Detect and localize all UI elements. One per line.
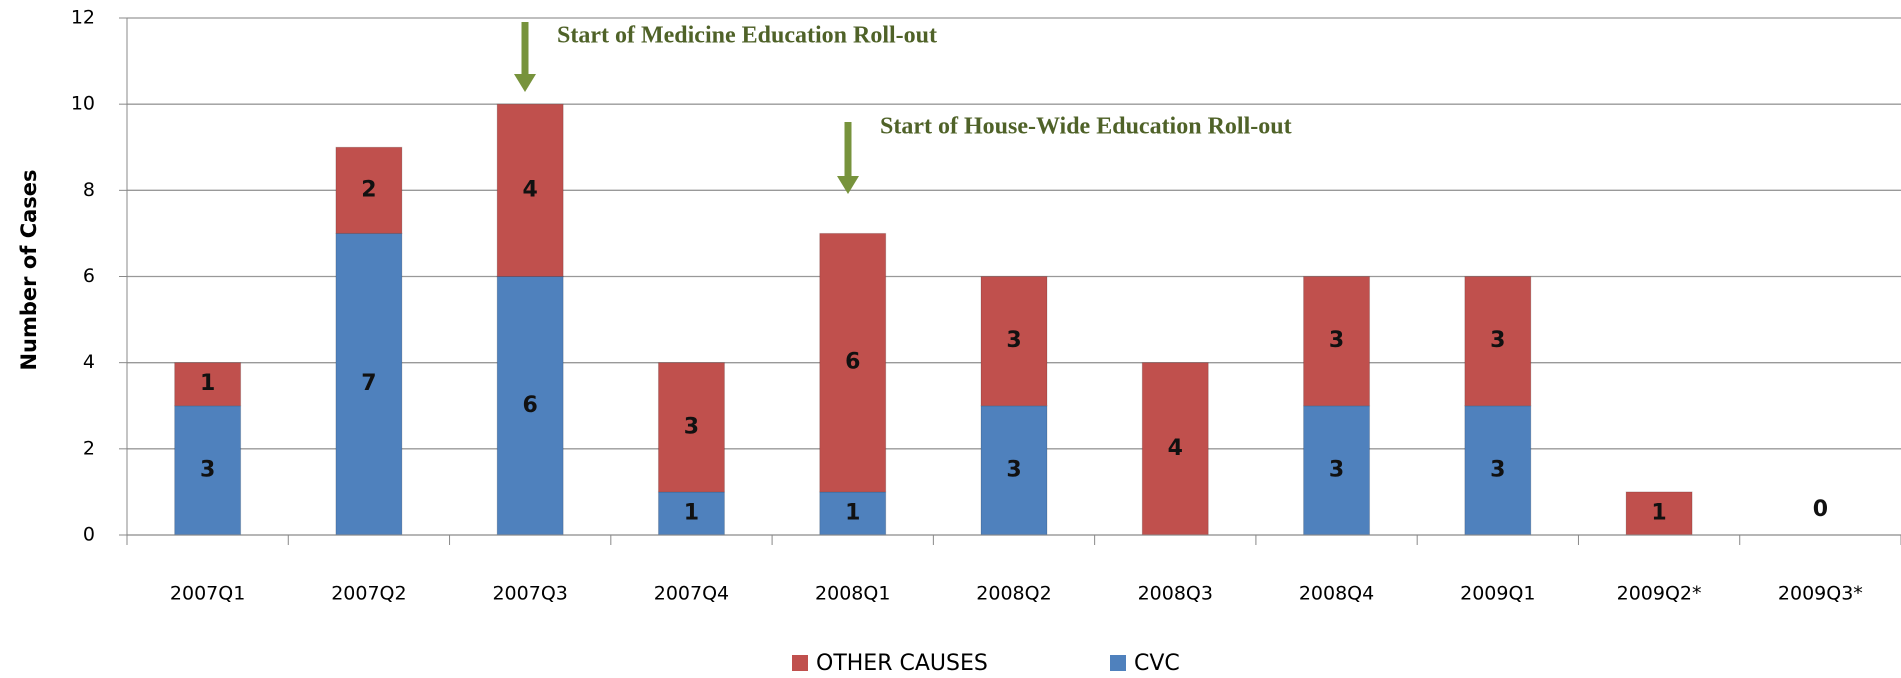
bar-segment (174, 362, 242, 407)
data-label: 1 (1651, 500, 1666, 525)
data-label: 4 (1168, 436, 1183, 461)
x-tick-label: 2008Q2 (976, 583, 1051, 605)
bar-segment (657, 362, 725, 493)
x-tick-label: 2009Q2* (1617, 583, 1702, 605)
data-label: 7 (361, 371, 376, 396)
y-tick-label: 8 (83, 179, 95, 201)
annotation-arrowhead (837, 176, 859, 194)
data-label: 3 (1006, 457, 1021, 482)
legend-swatch (1110, 655, 1126, 671)
legend-label: OTHER CAUSES (816, 651, 988, 676)
x-tick-label: 2008Q4 (1299, 583, 1374, 605)
data-label: 0 (1813, 497, 1828, 522)
bar-segment (1464, 276, 1532, 407)
legend-swatch (792, 655, 808, 671)
y-tick-label: 12 (71, 7, 95, 29)
y-tick-label: 0 (83, 524, 95, 546)
x-tick-label: 2007Q4 (654, 583, 729, 605)
legend-label: CVC (1134, 651, 1180, 676)
data-label: 6 (845, 350, 860, 375)
y-axis-label: Number of Cases (17, 169, 41, 370)
bar-segment (657, 491, 725, 536)
bar-segment (1464, 405, 1532, 536)
annotation: Start of Medicine Education Roll-out (557, 23, 937, 49)
data-label: 3 (1006, 328, 1021, 353)
annotation-arrowhead (514, 74, 536, 92)
data-label: 3 (684, 414, 699, 439)
data-label: 1 (684, 500, 699, 525)
x-tick-label: 2008Q1 (815, 583, 890, 605)
x-tick-label: 2007Q3 (492, 583, 567, 605)
data-label: 3 (1329, 457, 1344, 482)
data-label: 3 (200, 457, 215, 482)
data-label: 3 (1329, 328, 1344, 353)
x-tick-label: 2009Q1 (1460, 583, 1535, 605)
data-label: 1 (200, 371, 215, 396)
bar-segment (819, 491, 887, 536)
y-tick-label: 6 (83, 265, 95, 287)
data-label: 3 (1490, 328, 1505, 353)
data-label: 6 (523, 393, 538, 418)
data-label: 2 (361, 177, 376, 202)
bar-segment (496, 276, 564, 536)
y-tick-label: 4 (83, 351, 95, 373)
bar-segment (496, 103, 564, 277)
x-tick-label: 2008Q3 (1138, 583, 1213, 605)
bar-segment (335, 232, 403, 536)
bar-segment (335, 146, 403, 234)
x-tick-label: 2009Q3* (1778, 583, 1863, 605)
y-tick-label: 10 (71, 93, 95, 115)
data-label: 1 (845, 500, 860, 525)
bar-segment (980, 276, 1048, 407)
bar-segment (1303, 276, 1371, 407)
y-tick-label: 2 (83, 437, 95, 459)
bar-segment (174, 405, 242, 536)
data-label: 4 (523, 177, 538, 202)
annotation: Start of House-Wide Education Roll-out (880, 114, 1292, 140)
bar-segment (819, 232, 887, 493)
bar-segment (1141, 362, 1209, 536)
x-tick-label: 2007Q2 (331, 583, 406, 605)
data-label: 3 (1490, 457, 1505, 482)
x-tick-label: 2007Q1 (170, 583, 245, 605)
